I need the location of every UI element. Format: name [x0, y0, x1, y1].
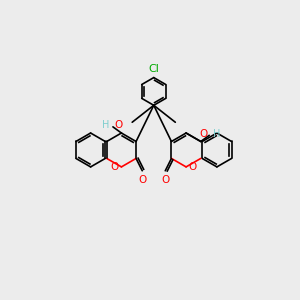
Text: Cl: Cl — [148, 64, 159, 74]
Text: H: H — [213, 129, 220, 139]
Text: O: O — [200, 129, 208, 139]
Text: O: O — [161, 175, 170, 184]
Text: O: O — [138, 175, 146, 184]
Text: O: O — [188, 162, 197, 172]
Text: O: O — [111, 162, 119, 172]
Text: H: H — [102, 120, 109, 130]
Text: O: O — [115, 120, 123, 130]
